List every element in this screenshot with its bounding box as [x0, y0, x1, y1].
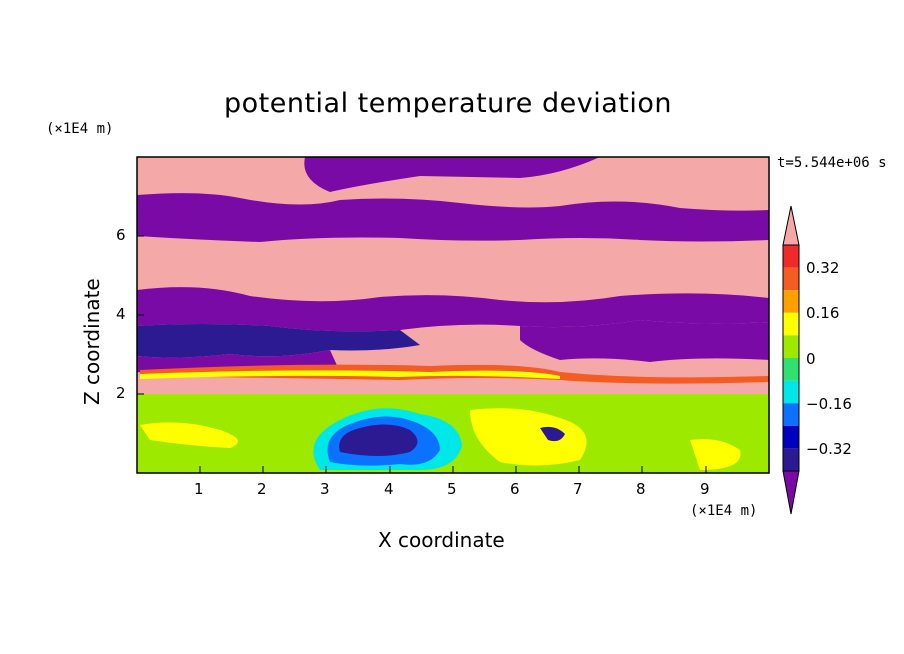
x-axis-label: X coordinate [378, 528, 505, 552]
x-tick-label: 5 [447, 480, 457, 498]
x-tick-label: 7 [573, 480, 583, 498]
y-ticks [137, 235, 144, 395]
colorbar-tick-label: 0 [806, 350, 816, 368]
colorbar-tick-label: −0.32 [806, 440, 852, 458]
contour-field [137, 157, 769, 473]
y-tick-label: 2 [116, 384, 126, 402]
colorbar-swatch [783, 267, 799, 291]
chart-title: potential temperature deviation [224, 88, 672, 119]
y-unit-label: (×1E4 m) [46, 121, 114, 137]
colorbar-swatch [783, 245, 799, 268]
x-tick-label: 4 [384, 480, 394, 498]
colorbar-swatch [783, 312, 799, 336]
x-tick-label: 6 [510, 480, 520, 498]
x-tick-label: 9 [700, 480, 710, 498]
colorbar-swatch [783, 290, 799, 313]
colorbar-tick-label: 0.16 [806, 304, 840, 322]
colorbar-swatch [783, 380, 799, 404]
x-tick-label: 1 [194, 480, 204, 498]
colorbar-swatch [783, 335, 799, 358]
colorbar-swatch [783, 425, 799, 449]
colorbar-tick-label: 0.32 [806, 259, 840, 277]
colorbar [782, 205, 800, 515]
colorbar-swatch [783, 403, 799, 426]
x-tick-label: 3 [320, 480, 330, 498]
colorbar-frame [782, 244, 800, 472]
y-tick-label: 4 [116, 305, 126, 323]
time-label: t=5.544e+06 s [777, 155, 887, 171]
x-tick-label: 2 [257, 480, 267, 498]
x-ticks [199, 466, 707, 473]
colorbar-swatch [783, 358, 799, 381]
x-tick-label: 8 [636, 480, 646, 498]
colorbar-tick-label: −0.16 [806, 395, 852, 413]
y-axis-label: Z coordinate [80, 278, 104, 405]
colorbar-top-arrow [782, 205, 800, 246]
colorbar-swatch [783, 448, 799, 471]
colorbar-bottom-arrow [782, 470, 800, 515]
x-unit-label: (×1E4 m) [690, 503, 758, 519]
y-tick-label: 6 [116, 226, 126, 244]
